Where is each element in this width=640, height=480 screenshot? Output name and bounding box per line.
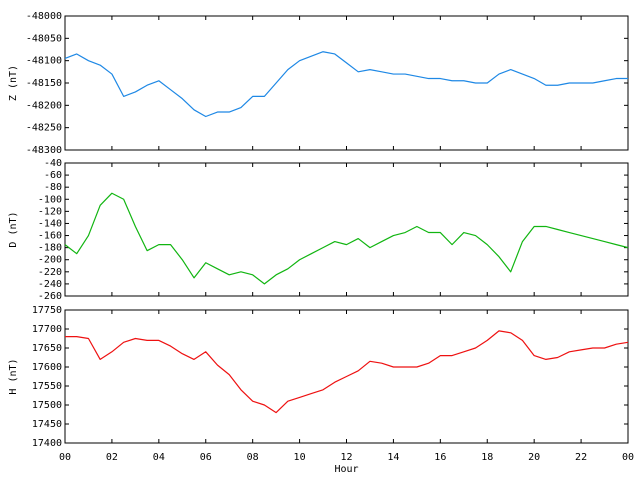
y-tick-label: -160 [38, 231, 62, 242]
data-line [64, 51, 628, 118]
y-tick-label: 17500 [32, 400, 62, 411]
y-tick-label: -60 [44, 170, 62, 181]
y-tick-label: -200 [38, 255, 62, 266]
x-tick-label: 02 [106, 452, 118, 463]
x-tick-label: 20 [528, 452, 540, 463]
x-tick-label: 00 [59, 452, 71, 463]
y-tick-label: -48250 [26, 123, 62, 134]
y-tick-label: 17600 [32, 362, 62, 373]
y-tick-label: -80 [44, 182, 62, 193]
x-tick-label: 16 [434, 452, 446, 463]
x-tick-label: 10 [294, 452, 306, 463]
x-tick-label: 06 [200, 452, 212, 463]
y-axis-label: H (nT) [8, 358, 19, 394]
y-tick-label: -48200 [26, 100, 62, 111]
y-tick-label: -48100 [26, 56, 62, 67]
panel-frame [64, 162, 629, 297]
y-tick-label: -220 [38, 267, 62, 278]
data-line [64, 192, 629, 285]
x-tick-label: 08 [247, 452, 259, 463]
y-tick-label: 17550 [32, 381, 62, 392]
y-tick-label: -180 [38, 243, 62, 254]
x-axis-label: Hour [334, 464, 358, 475]
x-tick-label: 14 [387, 452, 399, 463]
y-tick-label: -260 [38, 291, 62, 302]
y-tick-label: 17400 [32, 438, 62, 449]
y-tick-label: 17650 [32, 343, 62, 354]
y-axis-label: D (nT) [8, 211, 19, 247]
y-tick-label: -48050 [26, 33, 62, 44]
y-tick-label: -48300 [26, 145, 62, 156]
x-tick-label: 22 [575, 452, 587, 463]
x-tick-label: 12 [340, 452, 352, 463]
y-tick-label: 17700 [32, 324, 62, 335]
panel-frame [64, 15, 629, 151]
y-tick-label: -120 [38, 206, 62, 217]
y-tick-label: 17750 [32, 305, 62, 316]
y-tick-label: -48000 [26, 11, 62, 22]
y-tick-label: -48150 [26, 78, 62, 89]
y-tick-label: -140 [38, 218, 62, 229]
x-tick-label: 18 [481, 452, 493, 463]
x-tick-label: 04 [153, 452, 165, 463]
data-line [65, 330, 629, 414]
y-tick-label: -100 [38, 194, 62, 205]
y-tick-label: -40 [44, 158, 62, 169]
y-tick-label: 17450 [32, 419, 62, 430]
x-tick-label: 00 [622, 452, 634, 463]
y-tick-label: -240 [38, 279, 62, 290]
y-axis-label: Z (nT) [8, 65, 19, 101]
